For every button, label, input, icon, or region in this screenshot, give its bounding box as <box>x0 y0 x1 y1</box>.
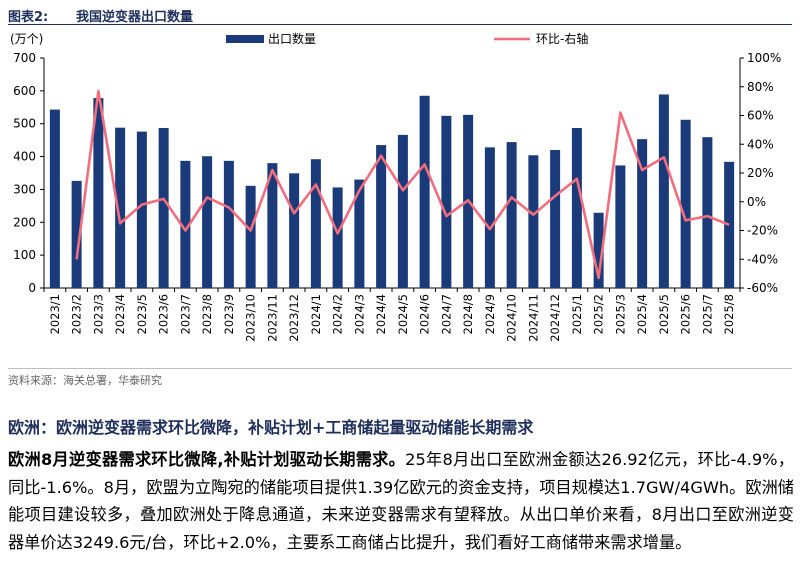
x-tick-label: 2024/8 <box>461 294 475 334</box>
y-unit-label: (万个) <box>10 32 43 46</box>
x-tick-label: 2025/3 <box>613 294 627 334</box>
y-left-tick-label: 400 <box>13 150 36 164</box>
x-tick-label: 2025/6 <box>679 294 693 334</box>
bar <box>397 134 408 288</box>
bar <box>115 127 126 289</box>
bar <box>93 98 104 288</box>
x-tick-label: 2023/12 <box>287 294 301 342</box>
bar <box>615 165 626 288</box>
export-chart: (万个) 出口数量 环比-右轴 0 100 200 300 400 500 600 700 -6… <box>10 31 781 342</box>
figure-title: 我国逆变器出口数量 <box>76 10 194 25</box>
x-tick-label: 2024/9 <box>483 294 497 334</box>
x-tick-label: 2023/8 <box>200 294 214 334</box>
bar <box>702 137 713 288</box>
body-sentences: 25年8月出口至欧洲金额达26.92亿元，环比-4.9%，同比-1.6%。8月，… <box>8 450 794 552</box>
x-tick-label: 2023/5 <box>135 294 149 334</box>
chart-legend: 出口数量 环比-右轴 <box>226 31 588 46</box>
bar <box>354 179 365 288</box>
x-tick-label: 2023/3 <box>91 294 105 334</box>
y-right-tick-label: -40% <box>747 252 778 266</box>
bar <box>484 147 495 288</box>
y-right-tick-label: -60% <box>747 281 778 295</box>
y-right-tick-label: 60% <box>747 109 774 123</box>
y-left-tick-label: 0 <box>28 281 36 295</box>
y-left-tick-label: 600 <box>13 84 36 98</box>
bar <box>724 161 735 288</box>
x-tick-label: 2025/4 <box>635 294 649 334</box>
bar <box>332 187 343 288</box>
bar <box>658 94 669 288</box>
bar <box>550 150 561 288</box>
x-tick-label: 2024/2 <box>331 294 345 334</box>
x-tick-label: 2023/6 <box>157 294 171 334</box>
legend-bar-label: 出口数量 <box>268 31 316 46</box>
x-tick-label: 2023/1 <box>48 294 62 334</box>
plot-area: 0 100 200 300 400 500 600 700 -60% -40% -20% 0% 20% 4… <box>13 51 781 342</box>
x-tick-label: 2025/1 <box>570 294 584 334</box>
y-left-tick-label: 300 <box>13 182 36 196</box>
x-tick-label: 2025/2 <box>592 294 606 334</box>
bar <box>267 163 278 288</box>
bar <box>49 109 60 288</box>
x-tick-label: 2024/11 <box>526 294 540 342</box>
x-tick-label: 2025/5 <box>657 294 671 334</box>
bar <box>158 127 169 288</box>
x-tick-label: 2025/8 <box>722 294 736 334</box>
bar <box>223 160 234 288</box>
y-left-tick-label: 200 <box>13 215 36 229</box>
bar <box>528 155 539 288</box>
bar <box>289 173 300 288</box>
bar <box>71 180 82 288</box>
lead-sentence: 欧洲8月逆变器需求环比微降,补贴计划驱动长期需求。 <box>8 450 406 469</box>
legend-line-label: 环比-右轴 <box>536 31 588 46</box>
x-tick-label: 2023/11 <box>265 294 279 342</box>
bar <box>136 131 147 288</box>
x-tick-label: 2024/4 <box>374 294 388 334</box>
bar <box>376 145 387 288</box>
x-tick-label: 2024/3 <box>352 294 366 334</box>
x-tick-label: 2024/5 <box>396 294 410 334</box>
bar <box>637 139 648 288</box>
section-title: 欧洲：欧洲逆变器需求环比微降，补贴计划+工商储起量驱动储能长期需求 <box>8 418 534 437</box>
y-left-tick-label: 100 <box>13 248 36 262</box>
bar <box>180 160 191 288</box>
x-tick-label: 2024/10 <box>505 294 519 342</box>
y-left-tick-label: 500 <box>13 117 36 131</box>
source-note: 资料来源：海关总署，华泰研究 <box>8 368 792 388</box>
bar <box>202 156 213 288</box>
x-tick-label: 2024/1 <box>309 294 323 334</box>
y-right-tick-label: 40% <box>747 137 774 151</box>
bar <box>571 127 582 288</box>
x-tick-label: 2023/4 <box>113 294 127 334</box>
bar <box>245 185 256 288</box>
x-tick-label: 2023/2 <box>70 294 84 334</box>
bar <box>506 142 517 288</box>
y-right-tick-label: 0% <box>747 195 766 209</box>
y-right-tick-label: -20% <box>747 224 778 238</box>
legend-bar-swatch <box>226 35 264 43</box>
y-left-tick-label: 700 <box>13 51 36 65</box>
figure-header: 图表2: 我国逆变器出口数量 <box>8 4 792 25</box>
body-paragraph: 欧洲8月逆变器需求环比微降,补贴计划驱动长期需求。25年8月出口至欧洲金额达26… <box>8 446 794 556</box>
x-tick-label: 2023/9 <box>222 294 236 334</box>
bar <box>310 159 321 288</box>
bar <box>680 119 691 289</box>
figure-label: 图表2: <box>8 10 49 25</box>
y-right-tick-label: 100% <box>747 51 781 65</box>
bar <box>593 212 604 288</box>
x-tick-label: 2023/7 <box>178 294 192 334</box>
y-right-tick-label: 80% <box>747 80 774 94</box>
x-tick-label: 2023/10 <box>244 294 258 342</box>
bar <box>419 95 430 289</box>
bar <box>441 115 452 288</box>
x-tick-label: 2024/12 <box>548 294 562 342</box>
y-right-tick-label: 20% <box>747 166 774 180</box>
x-tick-label: 2024/7 <box>439 294 453 334</box>
x-tick-label: 2025/7 <box>700 294 714 334</box>
x-tick-label: 2024/6 <box>418 294 432 334</box>
